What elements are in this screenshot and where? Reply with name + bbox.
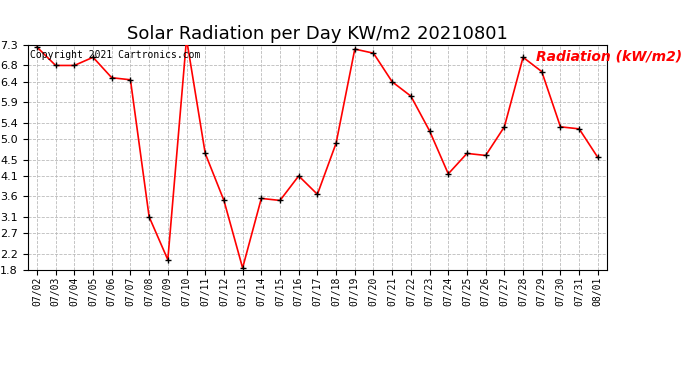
Title: Solar Radiation per Day KW/m2 20210801: Solar Radiation per Day KW/m2 20210801 xyxy=(127,26,508,44)
Text: Radiation (kW/m2): Radiation (kW/m2) xyxy=(536,50,682,63)
Text: Copyright 2021 Cartronics.com: Copyright 2021 Cartronics.com xyxy=(30,50,201,60)
